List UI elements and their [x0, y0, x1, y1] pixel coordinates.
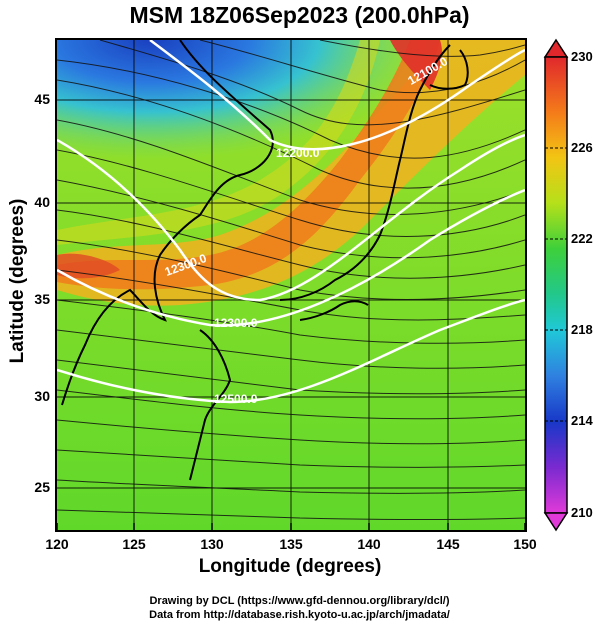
x-tick-label: 145 [436, 536, 460, 552]
colorbar-tick-label: 226 [571, 140, 593, 155]
credit-line-1: Drawing by DCL (https://www.gfd-dennou.o… [149, 595, 450, 607]
credit-line-2: Data from http://database.rish.kyoto-u.a… [149, 609, 450, 621]
colorbar-tick-label: 214 [571, 413, 593, 428]
contour-label: 12500.0 [214, 392, 258, 406]
colorbar-tick-label: 218 [571, 322, 593, 337]
map-title: MSM 18Z06Sep2023 (200.0hPa) [129, 2, 470, 28]
contour-label: 12200.0 [276, 146, 320, 160]
x-tick-label: 125 [122, 536, 146, 552]
plot-frame [55, 38, 527, 532]
x-tick-label: 135 [279, 536, 303, 552]
colorbar [543, 38, 569, 532]
colorbar-tick-label: 230 [571, 49, 593, 64]
colorbar-tick-label: 210 [571, 505, 593, 520]
x-tick-label: 130 [200, 536, 224, 552]
height-contours [57, 40, 525, 404]
contour-label: 12300.0 [214, 316, 258, 330]
colorbar-tick-label: 222 [571, 231, 593, 246]
y-tick-label: 35 [34, 291, 50, 307]
x-tick-label: 150 [513, 536, 537, 552]
y-tick-label: 40 [34, 194, 50, 210]
y-axis-label: Latitude (degrees) [7, 198, 28, 364]
coastlines [61, 40, 469, 481]
y-tick-label: 30 [34, 388, 50, 404]
x-axis-label: Longitude (degrees) [198, 556, 382, 577]
y-tick-label: 25 [34, 479, 50, 495]
wind-streamlines [57, 40, 525, 520]
x-tick-label: 140 [357, 536, 381, 552]
y-tick-label: 45 [34, 91, 50, 107]
x-tick-label: 120 [45, 536, 69, 552]
